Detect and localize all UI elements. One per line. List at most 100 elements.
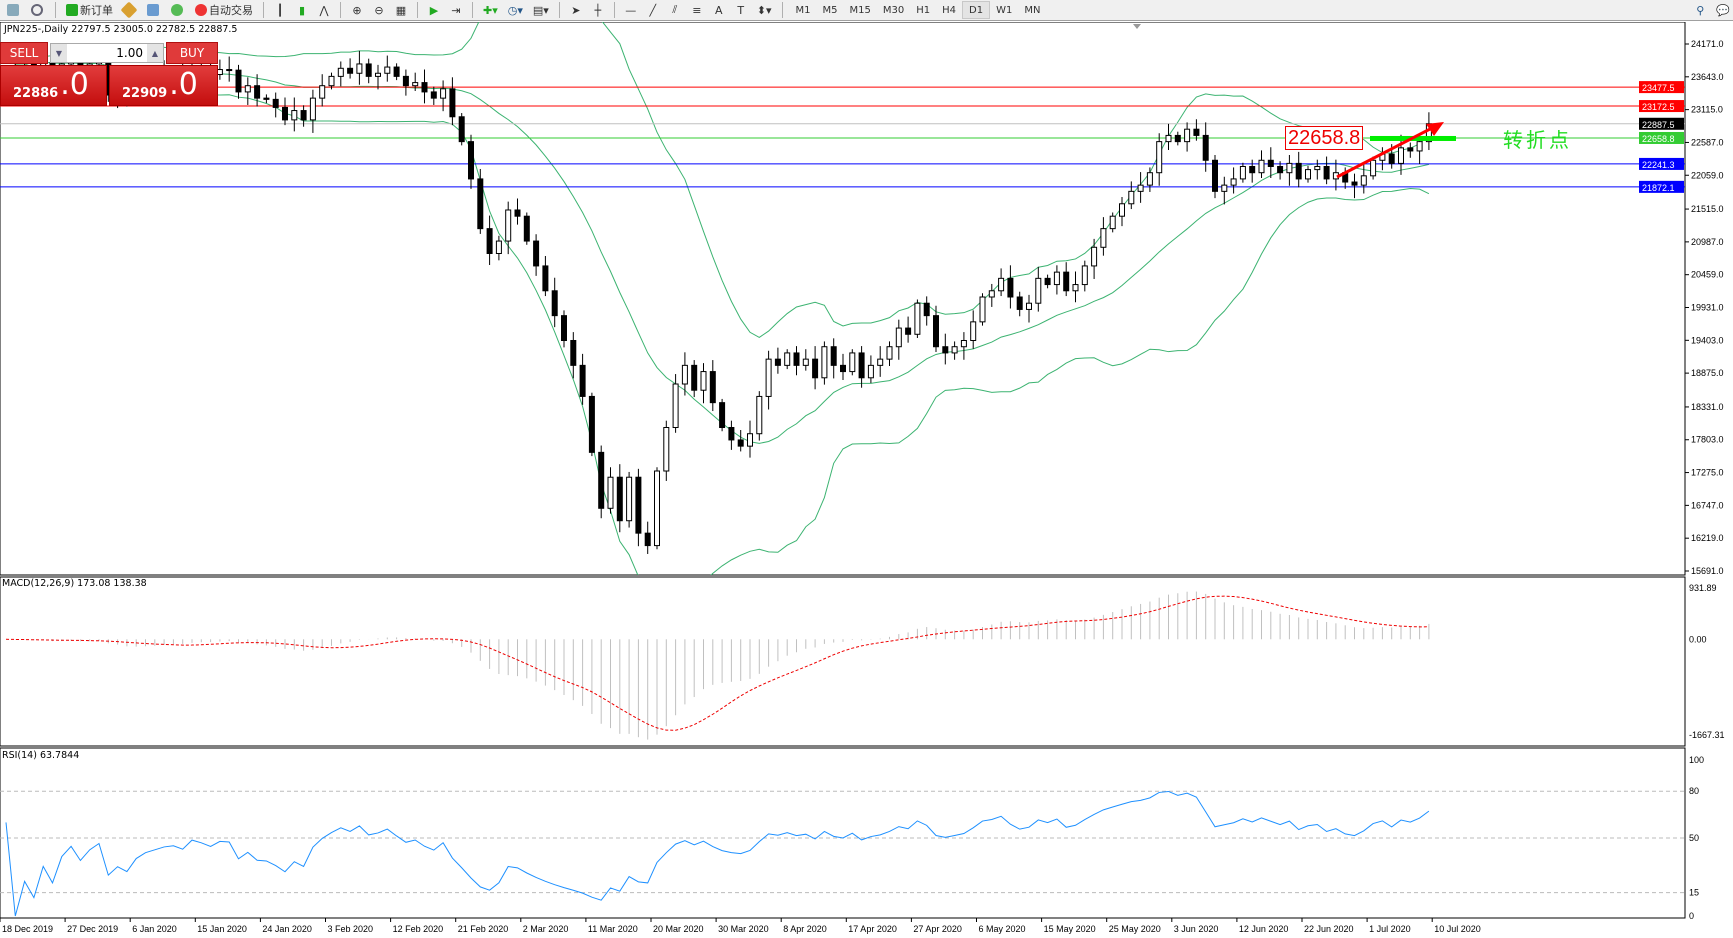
candle-body	[1416, 141, 1423, 152]
candle	[1119, 196, 1125, 227]
open-icon[interactable]	[4, 1, 24, 19]
candle-body	[1146, 172, 1153, 186]
metaeditor-icon[interactable]	[120, 1, 140, 19]
templates-icon[interactable]: ▤▾	[532, 3, 549, 17]
buy-button[interactable]: BUY	[166, 42, 218, 64]
candle	[458, 113, 465, 146]
candle-body	[375, 72, 381, 77]
search-icon[interactable]: ⚲	[1696, 3, 1705, 17]
candle-body	[905, 327, 912, 335]
timeframe-mn[interactable]: MN	[1024, 4, 1041, 16]
candle-body	[988, 290, 995, 298]
candle-body	[979, 296, 986, 323]
candle	[914, 299, 921, 339]
timeframe-m15[interactable]: M15	[849, 4, 871, 16]
candle	[812, 346, 819, 390]
candle-body	[942, 346, 949, 354]
candle-body	[561, 315, 567, 341]
candle-body	[802, 358, 809, 366]
timeframe-d1[interactable]: D1	[962, 1, 991, 19]
lot-size-stepper[interactable]: ▼ 1.00 ▲	[50, 43, 164, 63]
candle-body	[793, 352, 800, 366]
price-tag-label: 22658.8	[1642, 134, 1675, 144]
trendline-icon[interactable]: ╱	[649, 3, 657, 17]
label-icon[interactable]: T	[737, 3, 745, 17]
candle	[830, 338, 837, 379]
timeframe-m30[interactable]: M30	[882, 4, 905, 16]
increase-lot-icon[interactable]: ▲	[147, 44, 163, 62]
line-chart-icon[interactable]: ⋀	[319, 3, 329, 17]
chart-shift-icon[interactable]: ⇥	[451, 3, 461, 17]
candle-body	[1221, 184, 1228, 192]
autoscroll-icon[interactable]: ▶	[429, 3, 439, 17]
timeframe-m1[interactable]: M1	[795, 4, 811, 16]
candle	[523, 212, 530, 245]
periods-icon[interactable]: ◷▾	[507, 3, 523, 17]
timeframe-m5[interactable]: M5	[822, 4, 838, 16]
date-label: 21 Feb 2020	[458, 924, 509, 934]
timeframe-h1[interactable]: H1	[916, 4, 931, 16]
candle-body	[347, 67, 354, 74]
candle-body	[1053, 271, 1060, 286]
indicators-icon[interactable]: ✚▾	[483, 3, 498, 17]
price-tag	[1639, 81, 1684, 94]
candle-body	[895, 327, 902, 348]
sell-button[interactable]: SELL	[0, 42, 48, 64]
crosshair-icon[interactable]: ┼	[594, 3, 602, 17]
rsi-line	[5, 790, 1430, 917]
trend-arrow-head	[1426, 122, 1444, 136]
candle	[561, 310, 567, 348]
text-icon[interactable]: A	[715, 3, 723, 17]
date-label: 15 May 2020	[1044, 924, 1096, 934]
candle-body	[1119, 203, 1125, 217]
zoom-data-icon[interactable]	[28, 1, 48, 19]
decrease-lot-icon[interactable]: ▼	[51, 44, 67, 62]
candle	[1193, 119, 1200, 141]
hline-icon[interactable]: —	[625, 3, 637, 17]
candle-body	[542, 265, 549, 292]
candle-chart-icon[interactable]: ▮	[298, 3, 306, 17]
date-label: 15 Jan 2020	[197, 924, 247, 934]
candle	[430, 86, 437, 105]
candle-body	[877, 358, 884, 366]
candle	[579, 353, 586, 405]
lot-size-input[interactable]: 1.00	[116, 46, 143, 60]
timeframe-h4[interactable]: H4	[942, 4, 957, 16]
timeframe-w1[interactable]: W1	[996, 4, 1013, 16]
candle	[1230, 167, 1237, 194]
buy-price-button[interactable]: 22909.0	[109, 65, 218, 106]
turning-point-label[interactable]: 转折点	[1503, 128, 1572, 152]
new-order-button[interactable]: 新订单	[63, 1, 116, 19]
candle	[1267, 147, 1274, 178]
candle	[347, 58, 354, 79]
auto-trading-button[interactable]: 自动交易	[192, 1, 256, 19]
price-tick-label: 17275.0	[1691, 468, 1724, 478]
signals-icon[interactable]	[144, 1, 164, 19]
candle-body	[616, 476, 623, 522]
one-click-trading-panel: SELL ▼ 1.00 ▲ BUY 22886.0 22909.0	[0, 42, 218, 106]
zoom-out-icon[interactable]: ⊖	[374, 3, 384, 17]
price-tag	[1639, 117, 1684, 130]
channel-icon[interactable]: ⫽	[672, 3, 678, 16]
market-icon[interactable]	[168, 1, 188, 19]
candle-body	[1137, 184, 1144, 192]
date-label: 30 Mar 2020	[718, 924, 769, 934]
chat-icon[interactable]: 💬	[1716, 3, 1730, 17]
arrows-icon[interactable]: ⬍▾	[756, 3, 772, 17]
zoom-in-icon[interactable]: ⊕	[352, 3, 362, 17]
candle	[1156, 133, 1163, 186]
fibo-icon[interactable]: ≡	[692, 3, 702, 17]
tile-windows-icon[interactable]: ▦	[395, 3, 407, 17]
candle-body	[747, 433, 753, 447]
candle-body	[867, 364, 874, 379]
macd-panel-frame	[0, 576, 1686, 747]
bar-chart-icon[interactable]: ┃	[276, 3, 284, 17]
cursor-icon[interactable]: ➤	[571, 3, 581, 17]
candle	[542, 255, 549, 297]
candle	[1026, 294, 1032, 323]
price-annotation[interactable]: 22658.8	[1285, 126, 1364, 150]
date-label: 24 Jan 2020	[262, 924, 312, 934]
sell-price-button[interactable]: 22886.0	[0, 65, 107, 106]
candle	[440, 80, 447, 112]
chart-area[interactable]: 24171.0 23643.0 23115.0 22587.0 22059.0 21515…	[0, 22, 1733, 938]
